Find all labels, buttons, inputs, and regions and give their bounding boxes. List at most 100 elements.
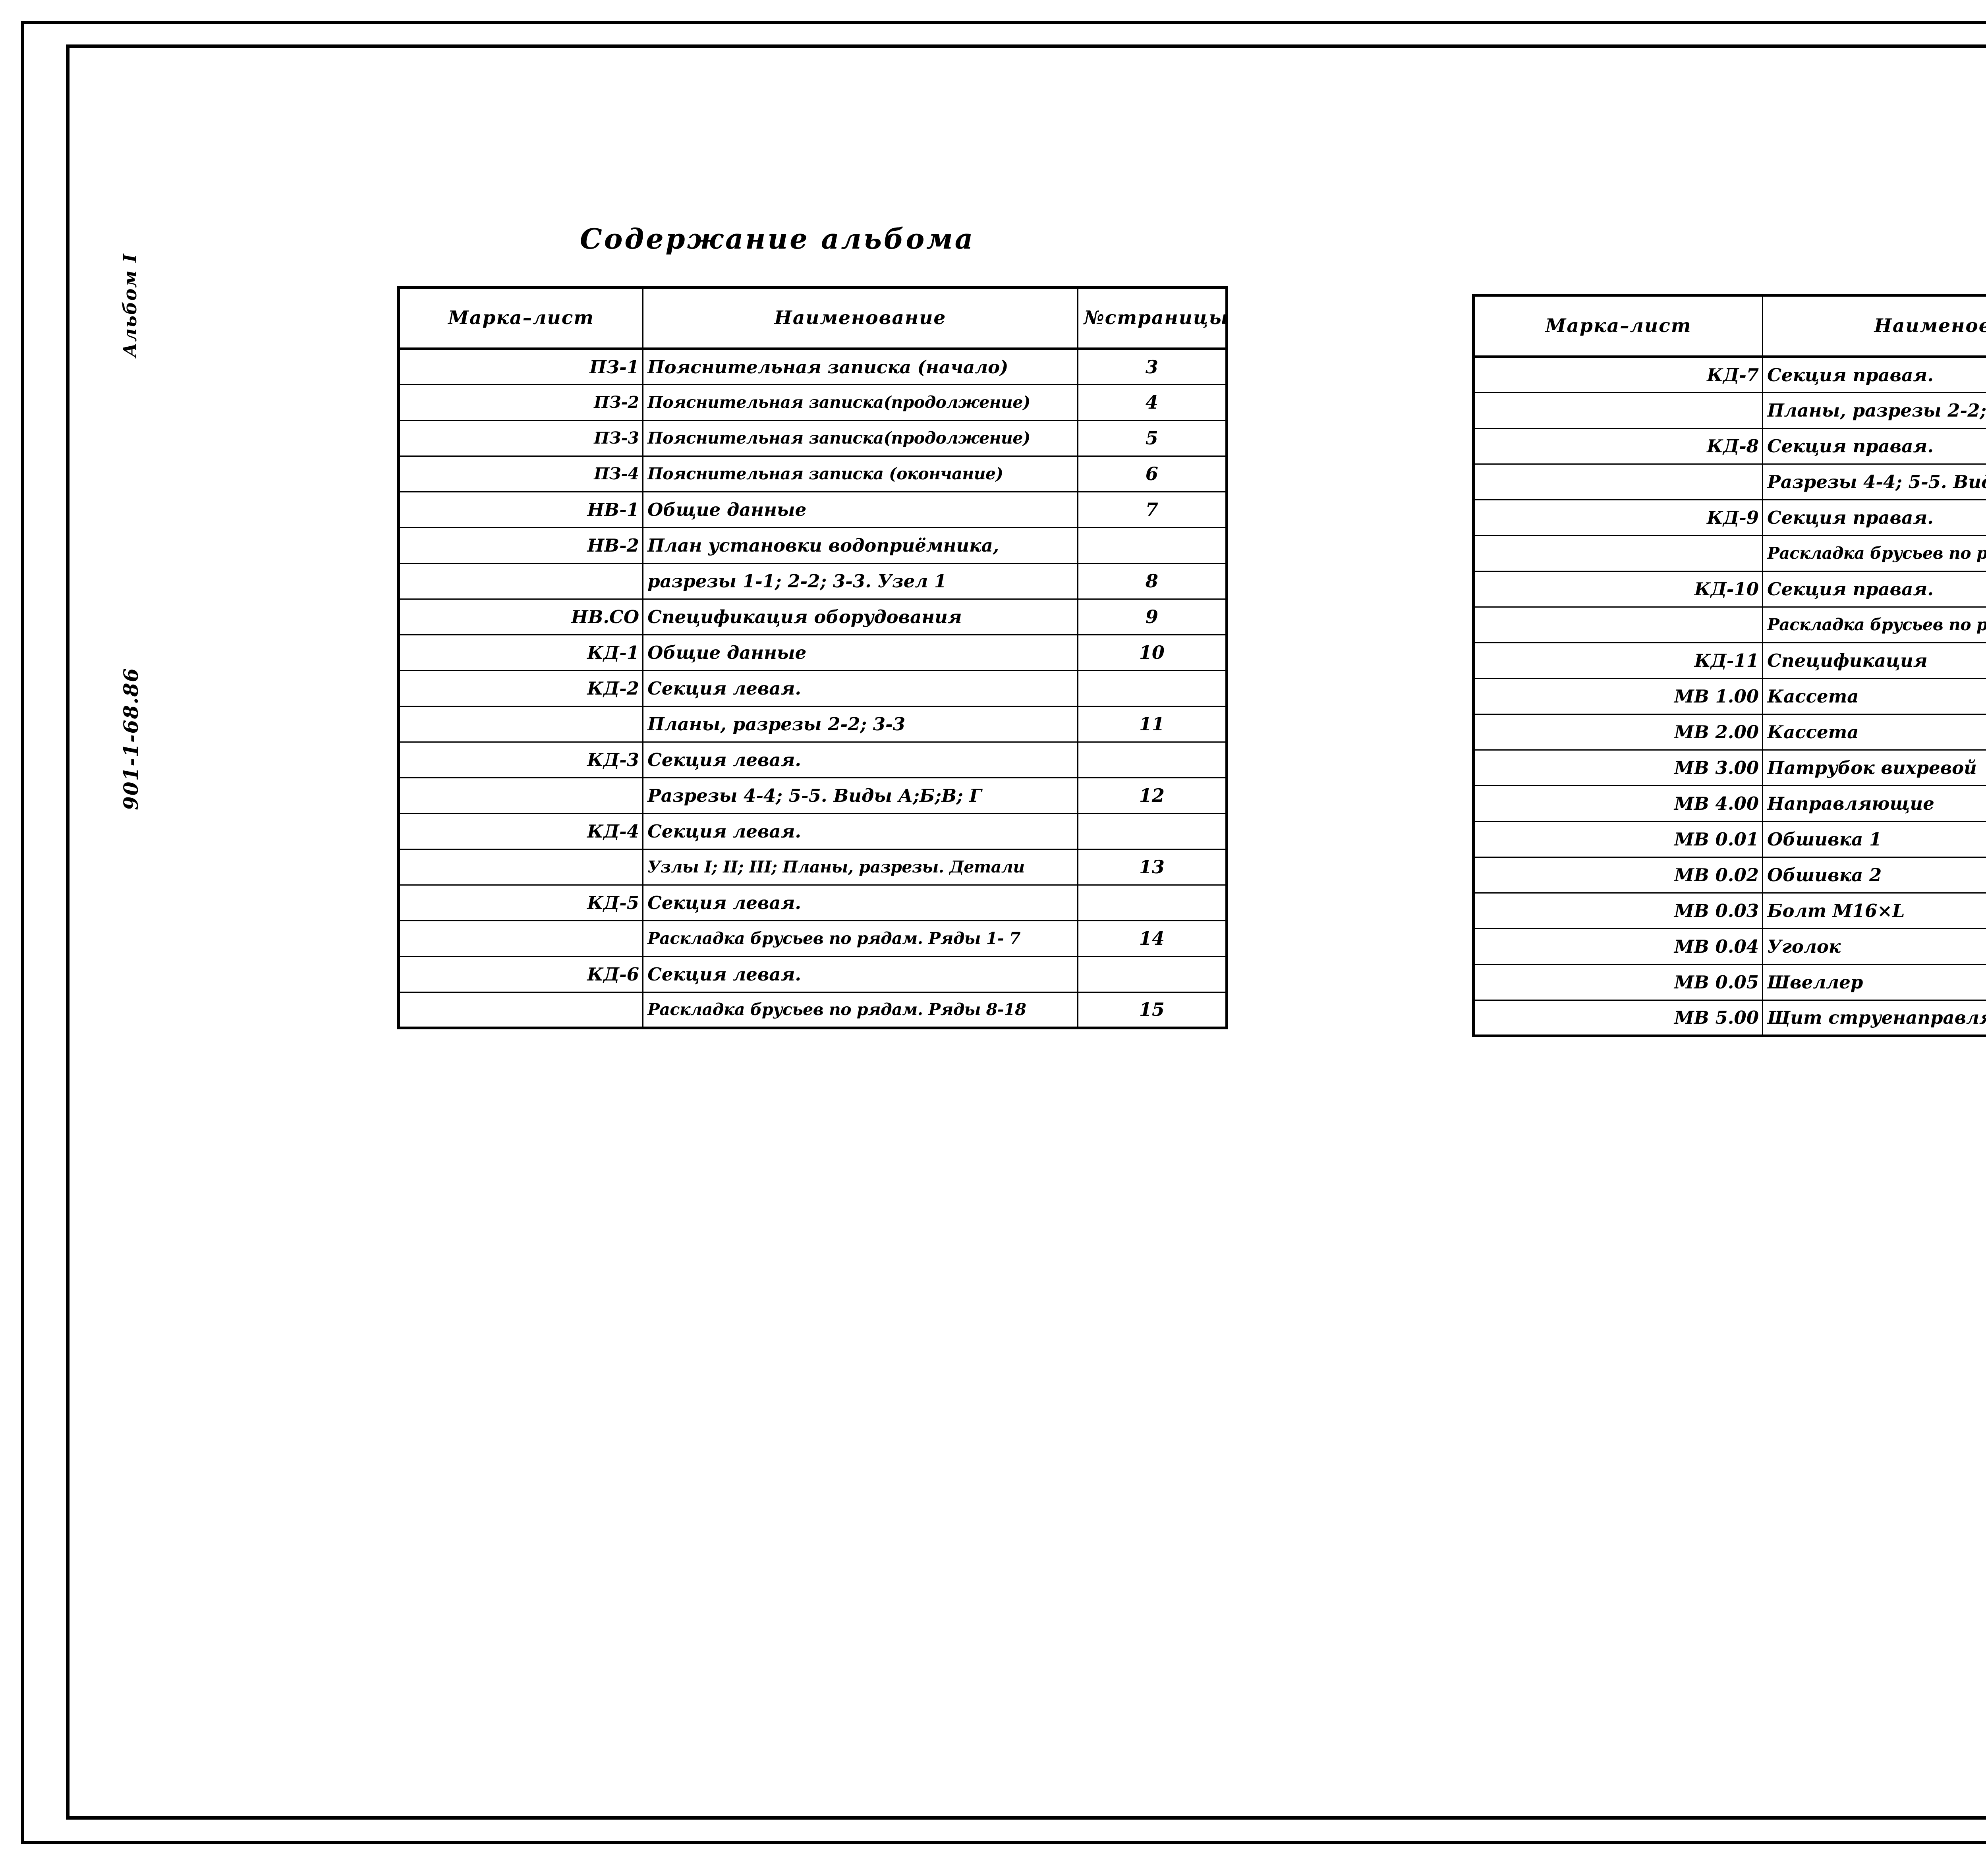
cell-name: Щит струенаправляющий — [1762, 1000, 1986, 1037]
cell-mark: КД-6 — [397, 956, 644, 993]
table-row: ПЗ-4 Пояснительная записка (окончание) 6 — [397, 455, 1229, 492]
table-row: КД-4 Секция левая. — [397, 813, 1229, 850]
cell-name: Кассета — [1762, 714, 1986, 751]
column-header-mark: Марка–лист — [1472, 294, 1764, 358]
cell-name: План установки водоприёмника, — [642, 527, 1078, 564]
cell-name: Секция правая. — [1762, 571, 1986, 608]
cell-page: 11 — [1077, 706, 1229, 743]
cell-page — [1077, 741, 1229, 778]
table-row: НВ.СО Спецификация оборудования 9 — [397, 598, 1229, 635]
cell-page: 5 — [1077, 420, 1229, 457]
table-header-row: Марка–лист Наименование №страницы — [1472, 294, 1986, 358]
album-label: Альбом I — [119, 253, 141, 357]
cell-name: Раскладка брусьев по рядам. Ряды 1-7 — [1762, 535, 1986, 572]
table-row: Разрезы 4-4; 5-5. Виды А;Б;В; Г 12 — [397, 777, 1229, 814]
table-row: Планы, разрезы 2-2; 3-316 — [1472, 392, 1986, 429]
cell-page — [1077, 813, 1229, 850]
cell-name: Спецификация — [1762, 642, 1986, 679]
cell-mark: МВ 0.04 — [1472, 928, 1764, 965]
column-header-page: №страницы — [1077, 286, 1229, 350]
cell-name: Обшивка 2 — [1762, 857, 1986, 894]
cell-mark — [397, 706, 644, 743]
cell-mark: КД-8 — [1472, 428, 1764, 465]
cell-name: Пояснительная записка (окончание) — [642, 455, 1078, 492]
cell-mark: ПЗ-4 — [397, 455, 644, 492]
drawing-outer-frame — [21, 21, 1986, 1844]
table-row: НВ-2 План установки водоприёмника, — [397, 527, 1229, 564]
cell-name: Раскладка брусьев по рядам. Ряды 1- 7 — [642, 920, 1078, 957]
cell-name: Секция правая. — [1762, 428, 1986, 465]
cell-mark: МВ 4.00 — [1472, 785, 1764, 822]
table-row: КД-1 Общие данные 10 — [397, 634, 1229, 671]
cell-name: Раскладка брусьев по рядам. Ряды 8-18 — [1762, 606, 1986, 643]
cell-mark: КД-1 — [397, 634, 644, 671]
column-header-mark: Марка–лист — [397, 286, 644, 350]
table-row: ПЗ-2 Пояснительная записка(продолжение) 4 — [397, 384, 1229, 421]
table-row: Планы, разрезы 2-2; 3-3 11 — [397, 706, 1229, 743]
cell-name: Секция правая. — [1762, 499, 1986, 536]
cell-mark — [1472, 463, 1764, 500]
cell-mark: ПЗ-2 — [397, 384, 644, 421]
cell-mark — [1472, 392, 1764, 429]
cell-name: Болт М16×L — [1762, 892, 1986, 929]
cell-mark: КД-11 — [1472, 642, 1764, 679]
cell-name: Швеллер — [1762, 964, 1986, 1001]
cell-mark: ПЗ-3 — [397, 420, 644, 457]
cell-page: 12 — [1077, 777, 1229, 814]
cell-mark: МВ 1.00 — [1472, 678, 1764, 715]
cell-mark: МВ 0.05 — [1472, 964, 1764, 1001]
contents-table-left: Марка–лист Наименование №страницы ПЗ-1 По… — [397, 286, 1229, 1029]
cell-name: Секция левая. — [642, 670, 1078, 707]
cell-mark — [397, 563, 644, 600]
cell-mark: МВ 0.03 — [1472, 892, 1764, 929]
cell-mark: МВ 0.02 — [1472, 857, 1764, 894]
cell-mark: КД-4 — [397, 813, 644, 850]
cell-name: Направляющие — [1762, 785, 1986, 822]
cell-page: 10 — [1077, 634, 1229, 671]
table-row: КД-7 Секция правая. — [1472, 356, 1986, 393]
cell-name: Спецификация оборудования — [642, 598, 1078, 635]
cell-page — [1077, 884, 1229, 921]
cell-page: 7 — [1077, 491, 1229, 528]
table-row: МВ 2.00Кассета22 — [1472, 714, 1986, 751]
column-header-name: Наименование — [1762, 294, 1986, 358]
cell-page — [1077, 956, 1229, 993]
table-row: НВ-1 Общие данные 7 — [397, 491, 1229, 528]
table-row: КД-11Спецификация20 — [1472, 642, 1986, 679]
cell-mark — [397, 992, 644, 1029]
cell-mark: МВ 3.00 — [1472, 749, 1764, 786]
table-row: МВ 0.04Уголок26 — [1472, 928, 1986, 965]
table-row: ПЗ-3 Пояснительная записка(продолжение) 5 — [397, 420, 1229, 457]
cell-name: Секция левая. — [642, 884, 1078, 921]
table-row: Раскладка брусьев по рядам. Ряды 8-18 15 — [397, 992, 1229, 1029]
table-row: КД-9 Секция правая. — [1472, 499, 1986, 536]
cell-name: Патрубок вихревой — [1762, 749, 1986, 786]
table-row: КД-10 Секция правая. — [1472, 571, 1986, 608]
cell-name: Секция левая. — [642, 956, 1078, 993]
cell-name: Секция левая. — [642, 741, 1078, 778]
cell-mark: КД-10 — [1472, 571, 1764, 608]
cell-name: Общие данные — [642, 634, 1078, 671]
table-row: МВ 4.00Направляющие24 — [1472, 785, 1986, 822]
cell-mark: МВ 0.01 — [1472, 821, 1764, 858]
cell-name: Пояснительная записка (начало) — [642, 348, 1078, 385]
cell-mark — [397, 777, 644, 814]
drawing-inner-frame — [66, 44, 1986, 1820]
cell-page: 8 — [1077, 563, 1229, 600]
cell-page: 6 — [1077, 455, 1229, 492]
cell-name: Пояснительная записка(продолжение) — [642, 384, 1078, 421]
table-row: Раскладка брусьев по рядам. Ряды 8-1819 — [1472, 606, 1986, 643]
cell-mark: МВ 5.00 — [1472, 1000, 1764, 1037]
cell-name: Узлы I; II; III; Планы, разрезы. Детали — [642, 849, 1078, 886]
table-row: КД-5 Секция левая. — [397, 884, 1229, 921]
cell-page: 9 — [1077, 598, 1229, 635]
column-header-name: Наименование — [642, 286, 1078, 350]
cell-mark: НВ.СО — [397, 598, 644, 635]
cell-mark: КД-7 — [1472, 356, 1764, 393]
cell-mark: НВ-2 — [397, 527, 644, 564]
cell-name: Обшивка 1 — [1762, 821, 1986, 858]
